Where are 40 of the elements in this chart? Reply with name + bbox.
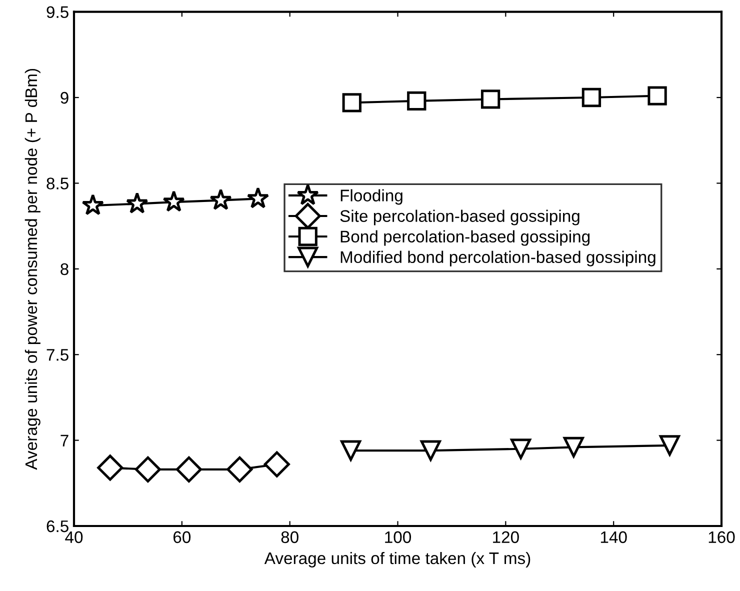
point xyxy=(264,451,290,478)
point xyxy=(162,190,185,212)
x-tick-label: 160 xyxy=(708,531,735,544)
point xyxy=(176,456,202,482)
x-tick-label: 60 xyxy=(173,531,191,544)
x-tick-label: 100 xyxy=(385,531,412,544)
y-tick-label: 7 xyxy=(60,434,68,446)
point xyxy=(420,440,441,461)
y-tick-label: 6.5 xyxy=(46,520,68,532)
point xyxy=(582,88,602,108)
y-tick-label: 9.5 xyxy=(46,6,68,18)
x-tick-label: 80 xyxy=(281,531,298,544)
y-tick-label: 8 xyxy=(60,263,68,276)
point xyxy=(648,86,667,106)
y-tick-label: 8.5 xyxy=(46,178,68,190)
point xyxy=(226,456,253,482)
point xyxy=(480,90,500,109)
legend-label: Site percolation-based gossiping xyxy=(340,210,580,226)
point xyxy=(563,436,584,458)
x-axis-title: Average units of time taken (x T ms) xyxy=(264,552,530,568)
point xyxy=(210,188,232,210)
x-tick-label: 120 xyxy=(493,531,519,544)
point xyxy=(97,454,124,481)
point xyxy=(126,192,148,214)
x-tick-label: 140 xyxy=(600,531,627,544)
legend-label: Flooding xyxy=(340,189,402,205)
point xyxy=(246,186,270,208)
point xyxy=(340,440,362,461)
point xyxy=(82,194,104,216)
y-tick-label: 7.5 xyxy=(46,349,68,361)
point xyxy=(659,435,680,456)
legend-label: Modified bond percolation-based gossiping xyxy=(340,250,656,266)
y-axis-title: Average units of power consumed per node (+ P dBm) xyxy=(24,68,40,470)
point xyxy=(407,91,426,111)
point xyxy=(510,438,532,460)
x-tick-label: 40 xyxy=(65,531,83,544)
point xyxy=(342,93,362,112)
point xyxy=(134,456,161,482)
legend-label: Bond percolation-based gossiping xyxy=(340,230,590,246)
y-tick-label: 9 xyxy=(60,92,68,104)
